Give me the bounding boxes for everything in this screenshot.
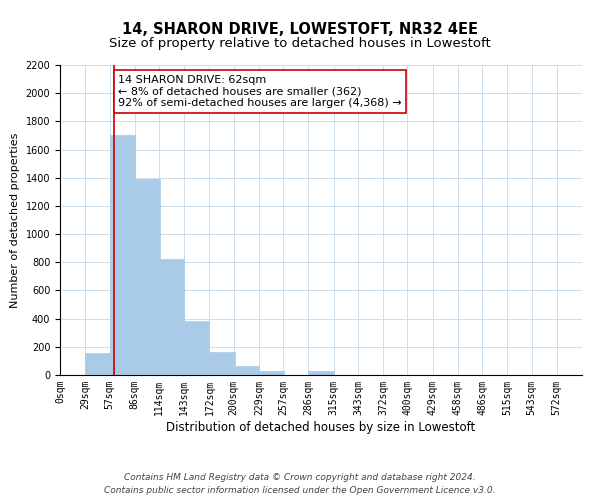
Bar	[184, 321, 209, 375]
Bar	[159, 259, 184, 375]
Text: 14, SHARON DRIVE, LOWESTOFT, NR32 4EE: 14, SHARON DRIVE, LOWESTOFT, NR32 4EE	[122, 22, 478, 38]
Bar	[234, 366, 259, 375]
Bar	[259, 372, 284, 375]
Text: Contains HM Land Registry data © Crown copyright and database right 2024.
Contai: Contains HM Land Registry data © Crown c…	[104, 474, 496, 495]
Bar	[110, 136, 134, 375]
Text: 14 SHARON DRIVE: 62sqm
← 8% of detached houses are smaller (362)
92% of semi-det: 14 SHARON DRIVE: 62sqm ← 8% of detached …	[118, 75, 402, 108]
Bar	[85, 353, 110, 375]
Bar	[308, 372, 334, 375]
Text: Size of property relative to detached houses in Lowestoft: Size of property relative to detached ho…	[109, 38, 491, 51]
Bar	[209, 352, 235, 375]
Bar	[134, 179, 160, 375]
Y-axis label: Number of detached properties: Number of detached properties	[10, 132, 20, 308]
X-axis label: Distribution of detached houses by size in Lowestoft: Distribution of detached houses by size …	[166, 420, 476, 434]
